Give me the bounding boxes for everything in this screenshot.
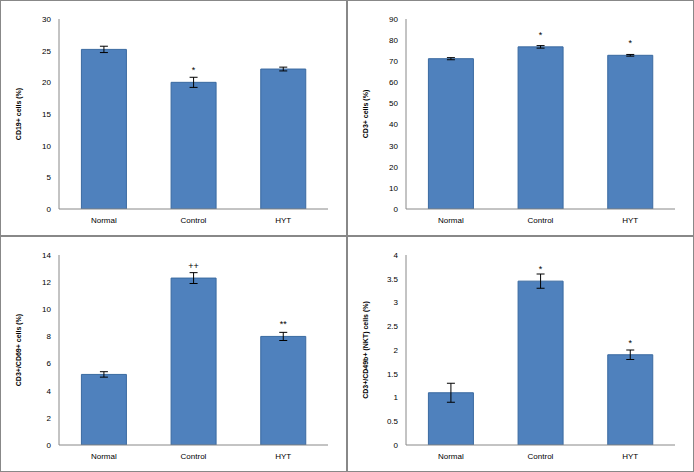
svg-text:++: ++ <box>188 261 199 271</box>
svg-text:Normal: Normal <box>438 216 464 225</box>
svg-text:HYT: HYT <box>275 452 291 461</box>
svg-text:HYT: HYT <box>622 216 638 225</box>
svg-text:HYT: HYT <box>275 216 291 225</box>
svg-text:6: 6 <box>47 359 52 368</box>
svg-text:5: 5 <box>47 173 52 182</box>
svg-text:*: * <box>539 30 543 40</box>
svg-text:20: 20 <box>389 163 398 172</box>
svg-text:HYT: HYT <box>622 452 638 461</box>
svg-text:0: 0 <box>47 441 52 450</box>
svg-text:Normal: Normal <box>438 452 464 461</box>
svg-text:15: 15 <box>42 110 51 119</box>
svg-text:2: 2 <box>394 346 399 355</box>
svg-text:**: ** <box>280 319 288 329</box>
svg-text:14: 14 <box>42 251 51 260</box>
svg-text:Control: Control <box>181 216 207 225</box>
svg-text:40: 40 <box>389 120 398 129</box>
svg-text:CD3+/CD69+ cells (%): CD3+/CD69+ cells (%) <box>15 314 23 386</box>
svg-text:25: 25 <box>42 47 51 56</box>
svg-text:30: 30 <box>389 142 398 151</box>
svg-text:1.5: 1.5 <box>387 370 399 379</box>
svg-text:*: * <box>628 338 632 348</box>
svg-text:3.5: 3.5 <box>387 275 399 284</box>
svg-text:Normal: Normal <box>91 452 117 461</box>
svg-text:12: 12 <box>42 278 51 287</box>
svg-text:2: 2 <box>47 414 52 423</box>
svg-text:90: 90 <box>389 15 398 24</box>
svg-text:0: 0 <box>394 205 399 214</box>
svg-text:80: 80 <box>389 36 398 45</box>
svg-text:3: 3 <box>394 298 399 307</box>
svg-text:CD3+ cells (%): CD3+ cells (%) <box>362 90 370 138</box>
svg-text:4: 4 <box>47 387 52 396</box>
svg-text:70: 70 <box>389 57 398 66</box>
svg-text:20: 20 <box>42 78 51 87</box>
svg-text:10: 10 <box>42 305 51 314</box>
svg-text:10: 10 <box>389 184 398 193</box>
svg-text:*: * <box>628 38 632 48</box>
svg-text:8: 8 <box>47 332 52 341</box>
svg-text:2.5: 2.5 <box>387 322 399 331</box>
svg-text:Normal: Normal <box>91 216 117 225</box>
svg-text:Control: Control <box>528 452 554 461</box>
svg-text:*: * <box>539 264 543 274</box>
svg-text:0: 0 <box>394 441 399 450</box>
svg-text:1: 1 <box>394 393 399 402</box>
svg-text:0.5: 0.5 <box>387 417 399 426</box>
svg-text:60: 60 <box>389 78 398 87</box>
svg-text:Control: Control <box>181 452 207 461</box>
svg-text:10: 10 <box>42 142 51 151</box>
svg-text:CD3+/CD49b+ (NKT) cells (%): CD3+/CD49b+ (NKT) cells (%) <box>362 301 370 399</box>
svg-text:50: 50 <box>389 99 398 108</box>
svg-text:0: 0 <box>47 205 52 214</box>
svg-text:CD19+ cells (%): CD19+ cells (%) <box>15 88 23 140</box>
svg-text:30: 30 <box>42 15 51 24</box>
svg-text:4: 4 <box>394 251 399 260</box>
svg-text:Control: Control <box>528 216 554 225</box>
svg-text:*: * <box>192 65 196 75</box>
